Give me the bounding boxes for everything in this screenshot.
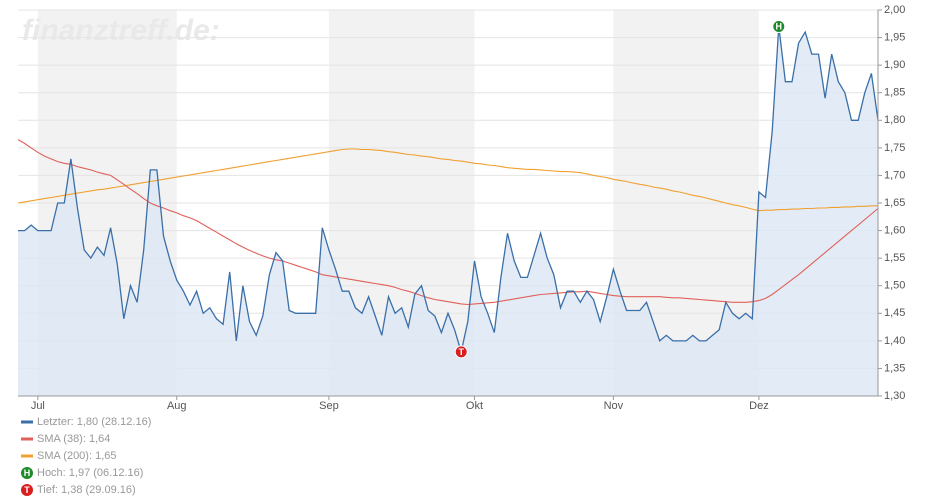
y-tick-label: 1,40 <box>884 335 905 347</box>
y-tick-label: 1,35 <box>884 362 905 374</box>
legend-label: Hoch: 1,97 (06.12.16) <box>37 467 143 479</box>
x-tick-label: Nov <box>604 400 624 412</box>
x-tick-label: Jul <box>31 400 45 412</box>
legend-marker-letter: T <box>24 485 30 495</box>
y-tick-label: 1,50 <box>884 280 905 292</box>
marker-letter: H <box>776 21 783 31</box>
y-tick-label: 1,60 <box>884 224 905 236</box>
series-line <box>17 139 879 306</box>
watermark: finanztreff.de: <box>22 14 220 47</box>
y-tick-label: 1,65 <box>884 197 905 209</box>
marker-dot <box>772 20 786 34</box>
y-tick-label: 1,75 <box>884 142 905 154</box>
x-tick-label: Okt <box>466 400 483 412</box>
annotation-marker: T <box>454 345 468 359</box>
y-tick-label: 1,80 <box>884 114 905 126</box>
legend-label: Letzter: 1,80 (28.12.16) <box>37 416 151 428</box>
legend-label: Tief: 1,38 (29.09.16) <box>37 484 136 496</box>
legend-marker <box>21 467 33 479</box>
annotation-marker: H <box>772 20 786 34</box>
series-line <box>17 148 878 212</box>
y-tick-label: 1,85 <box>884 87 905 99</box>
y-tick-label: 1,70 <box>884 169 905 181</box>
y-tick-label: 1,90 <box>884 59 905 71</box>
series-line <box>18 26 879 353</box>
y-tick-label: 1,55 <box>884 252 905 264</box>
y-tick-label: 2,00 <box>884 4 905 16</box>
x-tick-label: Dez <box>749 400 769 412</box>
legend-label: SMA (200): 1,65 <box>37 450 117 462</box>
area <box>18 26 878 396</box>
marker-dot <box>454 345 468 359</box>
y-tick-label: 1,30 <box>884 390 905 402</box>
marker-letter: T <box>458 347 464 357</box>
y-tick-label: 1,45 <box>884 307 905 319</box>
legend-marker <box>21 484 33 496</box>
y-tick-label: 1,95 <box>884 31 905 43</box>
x-tick-label: Aug <box>167 400 187 412</box>
legend-marker-letter: H <box>24 468 31 478</box>
x-tick-label: Sep <box>319 400 339 412</box>
legend-label: SMA (38): 1,64 <box>37 433 110 445</box>
